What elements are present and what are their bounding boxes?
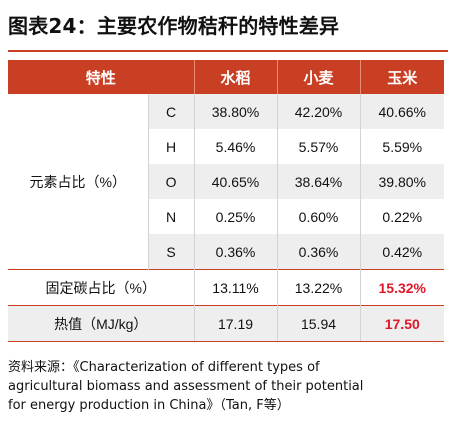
table-row: S 0.36% 0.36% 0.42%: [8, 234, 445, 270]
table-row: O 40.65% 38.64% 39.80%: [8, 164, 445, 199]
rice-value: 40.65%: [193, 164, 278, 199]
rice-value: 5.46%: [193, 129, 278, 164]
data-table: 特性 水稻 小麦 玉米 元素占比（%） C 38.80% 42.20% 40.6…: [8, 60, 445, 342]
title-divider: [8, 50, 448, 52]
corn-value: 40.66%: [359, 94, 445, 129]
fixed-carbon-row: 固定碳占比（%） 13.11% 13.22% 15.32%: [8, 269, 445, 306]
wheat-value: 38.64%: [276, 164, 361, 199]
rice-value: 13.11%: [193, 269, 278, 306]
source-line: agricultural biomass and assessment of t…: [8, 379, 364, 394]
wheat-value: 15.94: [276, 305, 361, 342]
rice-value: 38.80%: [193, 94, 278, 129]
corn-value-highlight: 15.32%: [359, 269, 445, 306]
element-name: S: [147, 234, 195, 270]
source-line: 资料来源：《Characterization of different type…: [8, 360, 320, 375]
element-name: C: [147, 94, 195, 129]
rice-value: 0.36%: [193, 234, 278, 270]
page-title: 图表24：主要农作物秸秆的特性差异: [8, 14, 340, 38]
table-row: N 0.25% 0.60% 0.22%: [8, 199, 445, 234]
corn-value: 0.42%: [359, 234, 445, 270]
header-property: 特性: [8, 60, 195, 94]
table-header-row: 特性 水稻 小麦 玉米: [8, 60, 445, 94]
header-rice: 水稻: [193, 60, 278, 94]
wheat-value: 0.60%: [276, 199, 361, 234]
corn-value: 0.22%: [359, 199, 445, 234]
table-row: 元素占比（%） C 38.80% 42.20% 40.66%: [8, 94, 445, 270]
table-row: H 5.46% 5.57% 5.59%: [8, 129, 445, 164]
rice-value: 17.19: [193, 305, 278, 342]
wheat-value: 13.22%: [276, 269, 361, 306]
source-line: for energy production in China》（Tan, F等）: [8, 398, 290, 413]
rice-value: 0.25%: [193, 199, 278, 234]
element-group-label: 元素占比（%）: [8, 94, 148, 270]
heat-value-label: 热值（MJ/kg）: [8, 305, 195, 342]
fixed-carbon-label: 固定碳占比（%）: [8, 269, 195, 306]
source-note: 资料来源：《Characterization of different type…: [8, 358, 448, 415]
corn-value-highlight: 17.50: [359, 305, 445, 342]
header-wheat: 小麦: [276, 60, 361, 94]
wheat-value: 42.20%: [276, 94, 361, 129]
element-name: O: [147, 164, 195, 199]
wheat-value: 5.57%: [276, 129, 361, 164]
element-name: N: [147, 199, 195, 234]
element-name: H: [147, 129, 195, 164]
heat-value-row: 热值（MJ/kg） 17.19 15.94 17.50: [8, 305, 445, 342]
corn-value: 5.59%: [359, 129, 445, 164]
header-corn: 玉米: [359, 60, 445, 94]
wheat-value: 0.36%: [276, 234, 361, 270]
corn-value: 39.80%: [359, 164, 445, 199]
